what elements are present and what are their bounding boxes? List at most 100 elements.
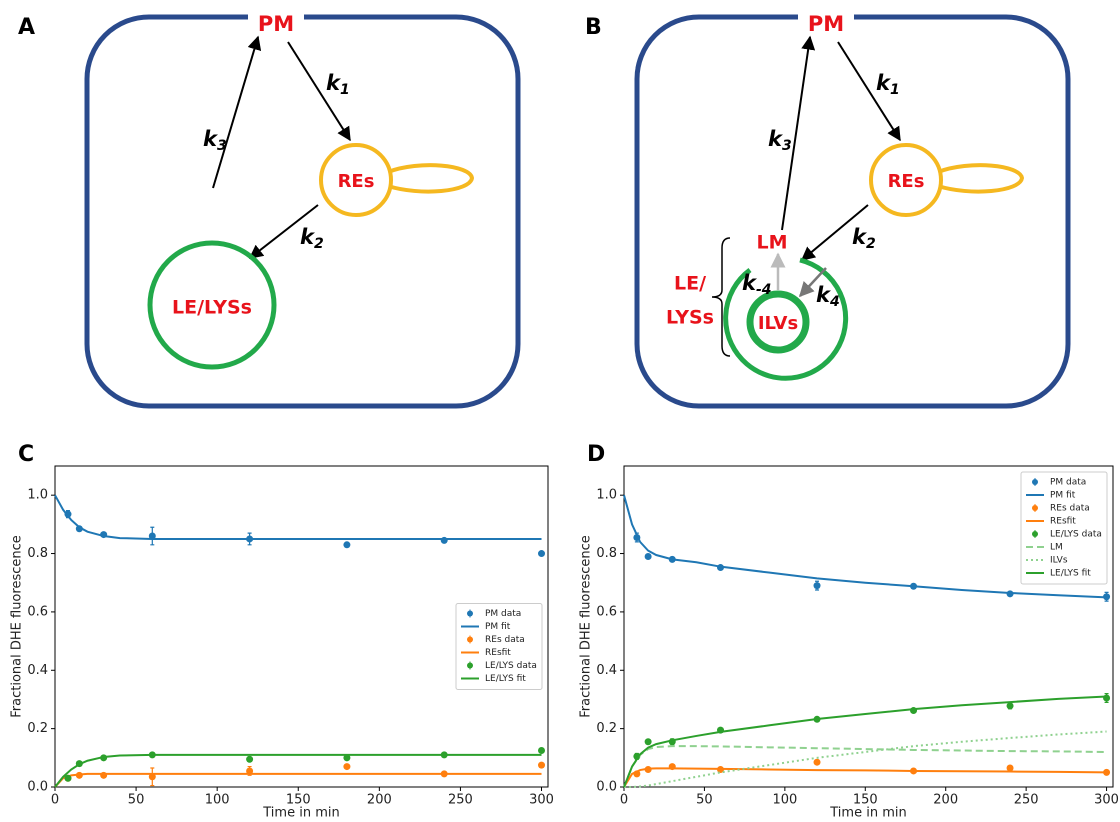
data-point [813, 758, 821, 766]
legend-label: LE/LYS data [1050, 530, 1102, 540]
chart: D 0 50 100 150 200 250 300 0.0 0.2 0.4 0.6 0.8 1.0 Tim… [579, 442, 1119, 821]
arrow [798, 267, 827, 298]
x-tick-label: 100 [205, 793, 230, 808]
res-label: REs [338, 171, 375, 192]
lm-label: LM [756, 232, 787, 254]
rate-label: k4 [816, 283, 840, 310]
rate-label: k3 [203, 127, 227, 154]
legend-label: PM data [485, 609, 521, 619]
plot-frame [54, 465, 549, 788]
x-tick-label: 200 [933, 793, 958, 808]
cell [634, 14, 1071, 409]
panel-label: C [18, 442, 34, 467]
rate-label: k2 [852, 225, 876, 252]
chart: C 0 50 100 150 200 250 300 0.0 0.2 0.4 0.6 0.8 1.0 Tim… [10, 442, 554, 821]
legend-label: REs data [485, 635, 525, 645]
pm-label: PM [258, 12, 294, 36]
x-tick-label: 250 [448, 793, 473, 808]
diagram-a: A PM k1 REs k2 LE/LYSs k3 [18, 8, 521, 409]
legend-label: PM data [1050, 478, 1086, 488]
fit-line [54, 753, 542, 788]
y-tick-label: 0.0 [596, 780, 617, 795]
y-tick-label: 0.6 [27, 604, 48, 619]
x-tick-label: 200 [367, 793, 392, 808]
rate-label: k1 [326, 71, 350, 98]
x-tick-label: 0 [51, 793, 59, 808]
res-label: REs [888, 171, 925, 192]
panel-label: A [18, 15, 35, 40]
y-tick-label: 0.4 [596, 663, 617, 678]
x-tick-label: 0 [620, 793, 628, 808]
cell [84, 14, 521, 409]
data-point [343, 763, 351, 771]
arrow [212, 35, 262, 189]
le-lys [723, 257, 849, 381]
legend-marker [467, 662, 473, 669]
y-axis-label: Fractional DHE fluorescence [579, 535, 594, 717]
rate-label: k3 [768, 127, 792, 154]
y-tick-label: 0.0 [27, 780, 48, 795]
legend-label: PM fit [485, 622, 511, 632]
data-point [538, 761, 546, 769]
legend-marker [467, 636, 473, 643]
arrow [248, 204, 319, 259]
panel-label: B [585, 15, 602, 40]
legend-label: LE/LYS fit [1050, 569, 1091, 579]
y-tick-label: 0.8 [596, 546, 617, 561]
arrow [837, 41, 901, 142]
y-tick-label: 0.8 [27, 546, 48, 561]
x-tick-label: 250 [1014, 793, 1039, 808]
data-point [813, 582, 821, 590]
y-tick-label: 0.2 [27, 721, 48, 736]
x-tick-label: 50 [128, 793, 145, 808]
data-point [1006, 764, 1014, 772]
data-point [343, 754, 351, 762]
y-tick-label: 0.4 [27, 663, 48, 678]
x-tick-label: 50 [696, 793, 713, 808]
ilvs-label: ILVs [758, 313, 798, 334]
legend-label: REs data [1050, 504, 1090, 514]
fit-line [54, 494, 542, 540]
le-label: LE/LYSs [172, 297, 252, 319]
data-point [246, 767, 254, 775]
gap [798, 8, 854, 28]
diagram-b: B PM k1 REs k2 ILVs LM k-4 k4 LE/ LYSs k… [585, 8, 1071, 409]
bracket [711, 237, 731, 357]
legend-box [1020, 471, 1108, 585]
panel-label: D [587, 442, 605, 467]
data-point [148, 532, 156, 540]
legend-label: REsfit [485, 648, 511, 658]
x-tick-label: 150 [286, 793, 311, 808]
y-tick-label: 1.0 [27, 488, 48, 503]
data-point [148, 773, 156, 781]
y-axis-label: Fractional DHE fluorescence [10, 535, 25, 717]
rate-label: k2 [300, 225, 324, 252]
data-point [644, 552, 652, 560]
legend-marker [1032, 479, 1038, 485]
re-tubule [387, 163, 475, 194]
fit-line [623, 745, 1107, 788]
x-axis-label: Time in min [262, 806, 339, 819]
data-point [343, 541, 351, 549]
ilv [746, 290, 810, 354]
data-point [1103, 694, 1111, 702]
legend-label: LE/LYS fit [485, 674, 526, 684]
fit-line [623, 494, 1107, 599]
rate-label: k1 [876, 71, 900, 98]
re-tubule [937, 163, 1025, 194]
gap [248, 8, 304, 28]
x-tick-label: 300 [529, 793, 554, 808]
legend-label: PM fit [1050, 491, 1076, 501]
legend-label: LM [1050, 543, 1063, 553]
rate-label: k-4 [742, 271, 772, 298]
data-point [644, 738, 652, 746]
data-point [538, 747, 546, 755]
fit-line [623, 767, 1107, 788]
legend-marker [1032, 531, 1038, 537]
legend-marker [1032, 505, 1038, 511]
x-tick-label: 100 [772, 793, 797, 808]
arrow [800, 204, 869, 261]
data-point [246, 755, 254, 763]
le-lys [147, 240, 277, 370]
